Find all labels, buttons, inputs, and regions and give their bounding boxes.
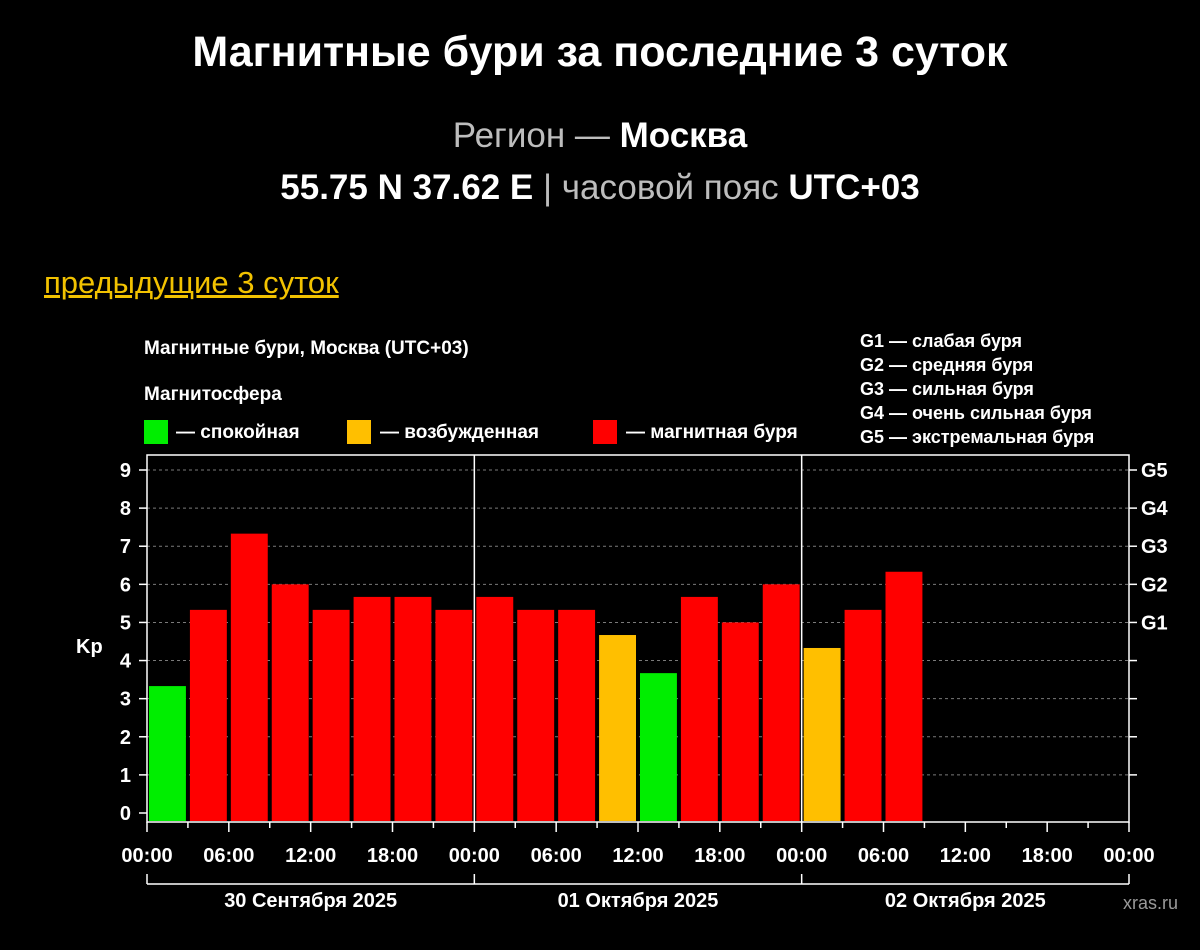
x-tick-label: 00:00 [776, 845, 827, 867]
storm-scale-legend: G1 — слабая буря G2 — средняя буря G3 — … [860, 331, 1094, 447]
page-title: Магнитные бури за последние 3 суток [192, 28, 1008, 76]
bar-calm [149, 686, 186, 821]
storm-scale-g2: G2 — средняя буря [860, 355, 1033, 375]
grid-lines [147, 469, 1129, 776]
coords-line: 55.75 N 37.62 E | часовой пояс UTC+03 [0, 168, 1200, 208]
legend: — спокойная — возбужденная — магнитная б… [144, 420, 798, 444]
storm-scale-g5: G5 — экстремальная буря [860, 427, 1094, 447]
region-line: Регион — Москва [0, 116, 1200, 156]
previous-3-days-link[interactable]: предыдущие 3 суток [44, 265, 339, 300]
legend-label-calm: — спокойная [176, 422, 300, 443]
coordinates: 55.75 N 37.62 E [280, 168, 534, 207]
g-level-label: G4 [1141, 498, 1169, 520]
separator: | [542, 168, 553, 207]
storm-scale-g4: G4 — очень сильная буря [860, 403, 1092, 423]
bar-excited [803, 647, 841, 821]
x-tick-label: 12:00 [285, 845, 336, 867]
x-tick-label: 12:00 [940, 845, 991, 867]
day-label: 01 Октября 2025 [558, 890, 719, 912]
y-tick-label: 3 [120, 689, 131, 711]
y-tick-label: 6 [120, 574, 131, 596]
y-tick-label: 8 [120, 498, 131, 520]
legend-label-excited: — возбужденная [380, 422, 539, 443]
day-label: 30 Сентября 2025 [224, 890, 397, 912]
bar-storm [353, 596, 391, 821]
bar-storm [189, 609, 227, 821]
x-tick-label: 00:00 [121, 845, 172, 867]
x-tick-label: 18:00 [367, 845, 418, 867]
y-tick-label: 1 [120, 765, 131, 787]
bar-storm [271, 584, 309, 821]
chart-title: Магнитные бури, Москва (UTC+03) [144, 338, 469, 359]
bar-storm [762, 584, 800, 821]
bar-storm [435, 609, 473, 821]
timezone-value: UTC+03 [788, 168, 920, 207]
storm-scale-g1: G1 — слабая буря [860, 331, 1022, 351]
y-tick-label: 5 [120, 612, 131, 634]
g-level-label: G2 [1141, 574, 1168, 596]
x-tick-label: 00:00 [449, 845, 500, 867]
axes: 0 1 2 3 4 5 6 7 8 9 G1 G2 G3 G4 G5 00:00 06:00 12:00 18:00… [120, 454, 1169, 912]
y-tick-label: 9 [120, 460, 131, 482]
y-tick-label: 4 [120, 651, 132, 673]
bar-storm [517, 609, 555, 821]
legend-swatch-excited [347, 420, 371, 444]
x-tick-label: 06:00 [858, 845, 909, 867]
x-tick-label: 06:00 [531, 845, 582, 867]
bar-storm [230, 533, 268, 821]
legend-swatch-storm [593, 420, 617, 444]
bar-calm [640, 673, 677, 821]
storm-scale-g3: G3 — сильная буря [860, 379, 1034, 399]
bars [149, 533, 923, 821]
y-tick-label: 2 [120, 727, 131, 749]
bar-storm [476, 596, 514, 821]
timezone-label: часовой пояс [561, 168, 779, 207]
watermark: xras.ru [1123, 893, 1178, 913]
g-level-label: G1 [1141, 612, 1168, 634]
legend-label-storm: — магнитная буря [626, 422, 798, 443]
bar-storm [394, 596, 432, 821]
g-level-label: G5 [1141, 460, 1168, 482]
bar-storm [680, 596, 718, 821]
bar-storm [844, 609, 882, 821]
y-tick-label: 0 [120, 803, 131, 825]
bar-excited [599, 635, 636, 821]
bar-storm [885, 571, 923, 821]
x-tick-label: 06:00 [203, 845, 254, 867]
region-label: Регион — [452, 116, 610, 155]
bar-storm [312, 609, 350, 821]
y-tick-label: 7 [120, 536, 131, 558]
bar-storm [558, 609, 596, 821]
x-tick-label: 00:00 [1103, 845, 1154, 867]
x-tick-label: 18:00 [1022, 845, 1073, 867]
bar-storm [721, 622, 759, 821]
x-tick-label: 18:00 [694, 845, 745, 867]
day-label: 02 Октября 2025 [885, 890, 1046, 912]
g-level-label: G3 [1141, 536, 1168, 558]
y-axis-label: Kp [76, 636, 103, 658]
kp-chart: Магнитные бури, Москва (UTC+03) Магнитос… [76, 331, 1178, 913]
legend-swatch-calm [144, 420, 168, 444]
legend-title: Магнитосфера [144, 384, 282, 405]
region-name: Москва [619, 116, 748, 155]
x-tick-label: 12:00 [612, 845, 663, 867]
